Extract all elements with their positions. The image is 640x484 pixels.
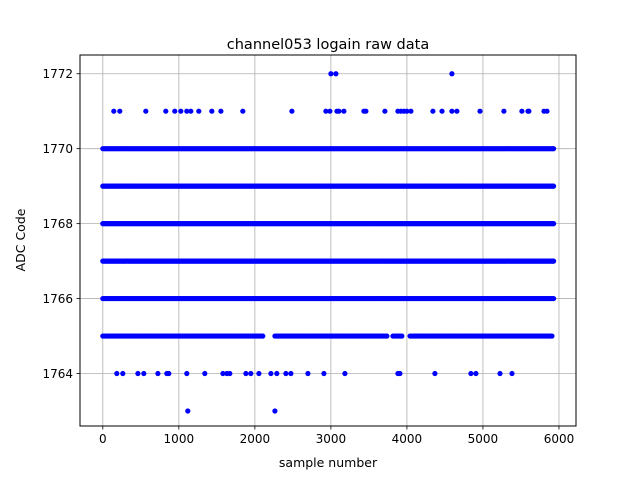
data-point <box>178 108 184 114</box>
data-point <box>240 108 246 114</box>
data-point <box>328 71 334 77</box>
data-point <box>473 370 479 377</box>
data-point <box>397 370 403 377</box>
data-point <box>166 370 172 377</box>
data-point <box>143 108 149 114</box>
data-point <box>333 71 339 77</box>
data-point <box>404 108 410 114</box>
data-point <box>384 333 390 339</box>
data-point <box>220 370 226 377</box>
data-point <box>544 108 550 114</box>
data-point <box>321 370 327 377</box>
data-point <box>135 370 141 377</box>
data-point <box>449 71 455 77</box>
data-point <box>141 370 147 377</box>
axis-ticks: 0 1000 2000 3000 4000 5000 6000 1764 1766 1768 177… <box>42 67 574 446</box>
data-point <box>551 146 557 152</box>
data-point <box>399 333 405 339</box>
data-point <box>336 108 342 114</box>
data-point <box>551 221 557 227</box>
data-point <box>243 370 249 377</box>
data-point <box>288 370 294 377</box>
y-axis-label: ADC Code <box>13 208 28 271</box>
data-point <box>155 370 161 377</box>
data-point <box>209 108 215 114</box>
data-point <box>551 183 557 189</box>
plot-frame <box>79 54 577 427</box>
data-point <box>227 370 233 377</box>
x-tick-label: 2000 <box>240 432 271 446</box>
data-point <box>260 333 266 339</box>
x-tick-label: 0 <box>99 432 107 446</box>
x-tick-label: 3000 <box>316 432 347 446</box>
data-point <box>501 108 507 114</box>
data-point <box>185 408 191 414</box>
data-point <box>184 108 190 114</box>
y-tick-label: 1772 <box>42 67 73 81</box>
data-point <box>289 108 295 114</box>
data-point <box>526 108 532 114</box>
data-point <box>248 370 254 377</box>
data-point <box>188 108 194 114</box>
data-point <box>363 108 369 114</box>
data-point <box>218 108 224 114</box>
x-tick-label: 1000 <box>164 432 195 446</box>
data-point <box>551 258 557 264</box>
data-point <box>430 108 436 114</box>
chart-title: channel053 logain raw data <box>227 37 429 53</box>
data-point <box>202 370 208 377</box>
data-point <box>519 108 525 114</box>
data-point <box>184 370 190 377</box>
x-tick-label: 5000 <box>468 432 499 446</box>
data-point <box>449 108 455 114</box>
data-point <box>274 370 280 377</box>
x-tick-label: 6000 <box>544 432 575 446</box>
data-point <box>196 108 202 114</box>
data-point <box>117 108 123 114</box>
data-point <box>509 370 515 377</box>
data-point <box>172 108 178 114</box>
data-point <box>341 108 347 114</box>
x-axis-label: sample number <box>279 455 378 470</box>
data-point <box>342 370 348 377</box>
data-point <box>454 108 460 114</box>
data-point <box>163 108 169 114</box>
data-point <box>272 408 278 414</box>
data-point <box>432 370 438 377</box>
data-point <box>408 108 414 114</box>
data-point <box>111 108 117 114</box>
data-point <box>551 295 557 302</box>
data-point <box>283 370 289 377</box>
data-point <box>120 370 126 377</box>
y-tick-label: 1766 <box>42 292 73 306</box>
x-tick-label: 4000 <box>392 432 423 446</box>
data-point <box>549 333 555 339</box>
data-point <box>439 108 445 114</box>
data-point <box>468 370 474 377</box>
data-point <box>327 108 333 114</box>
data-point <box>268 370 274 377</box>
y-tick-label: 1764 <box>42 367 73 381</box>
data-point <box>497 370 503 377</box>
data-point <box>114 370 120 377</box>
data-points <box>100 71 557 414</box>
y-tick-label: 1768 <box>42 217 73 231</box>
data-point <box>305 370 311 377</box>
y-tick-label: 1770 <box>42 142 73 156</box>
data-point <box>382 108 388 114</box>
data-point <box>256 370 262 377</box>
data-point <box>323 108 329 114</box>
data-point <box>477 108 483 114</box>
